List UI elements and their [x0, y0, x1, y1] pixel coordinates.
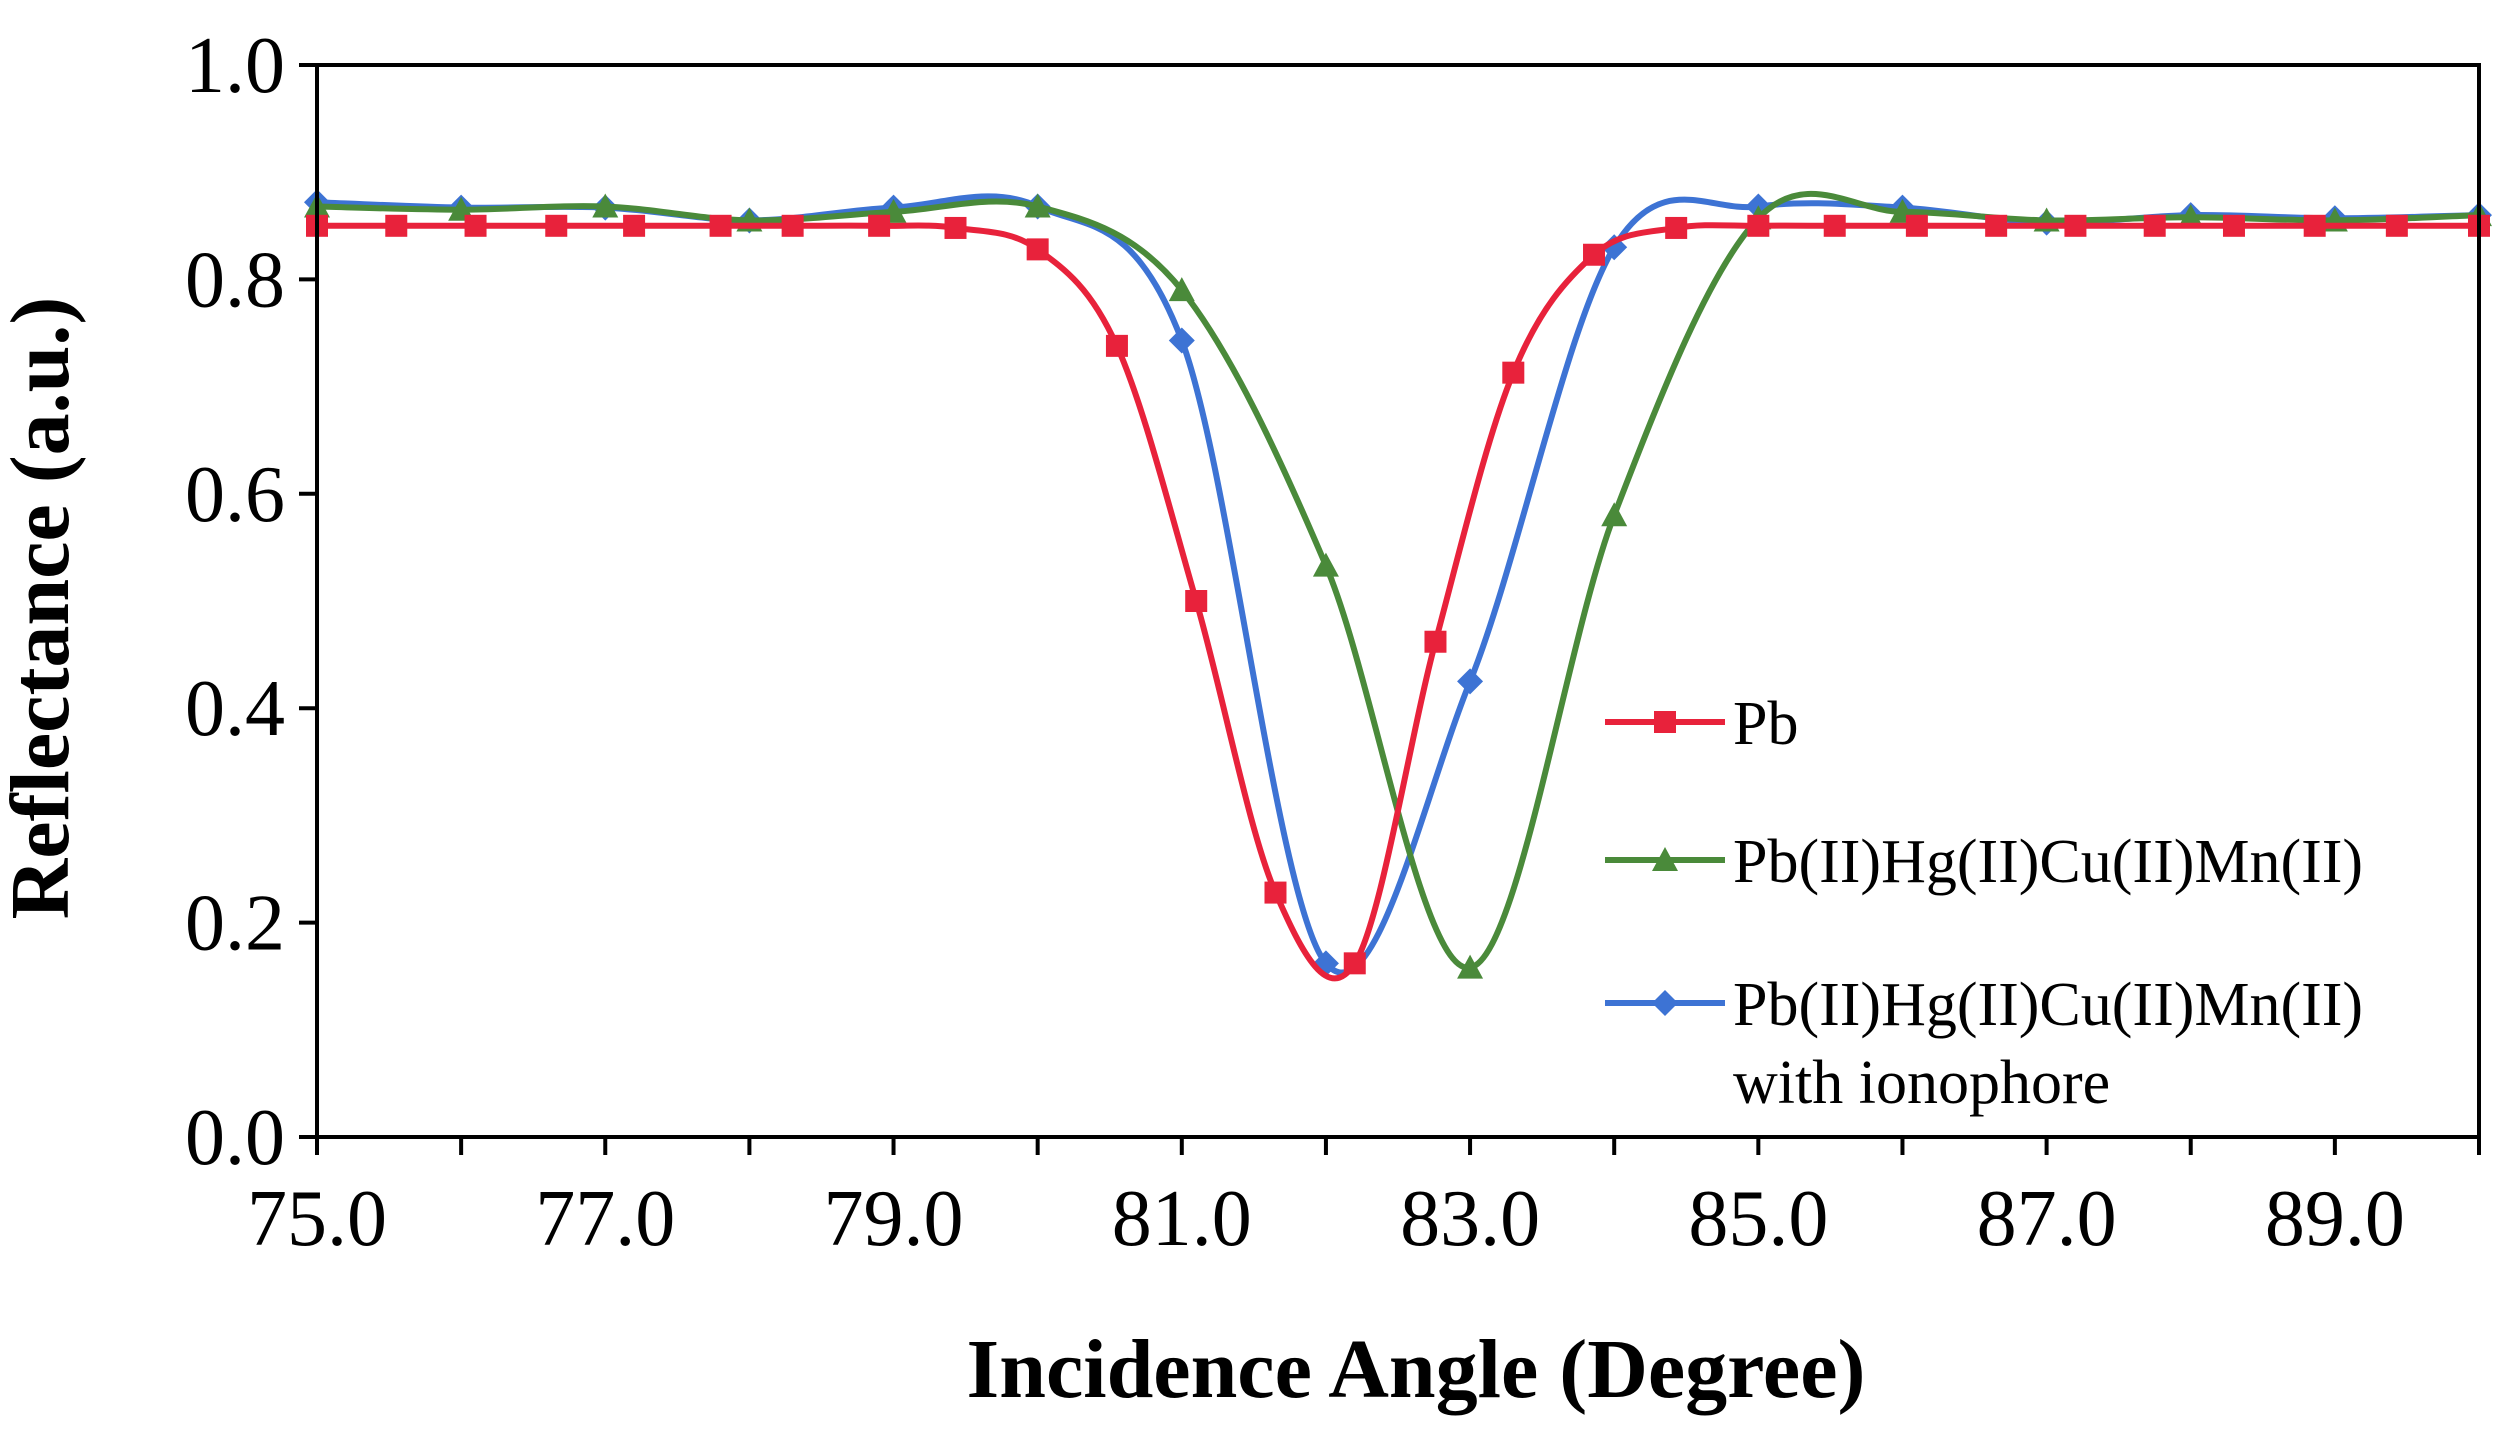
legend-swatch-marker [1652, 847, 1678, 872]
data-point [1026, 238, 1049, 261]
data-point [592, 193, 619, 218]
data-point [1502, 361, 1525, 384]
data-point [781, 214, 804, 237]
data-point [1457, 954, 1484, 979]
legend-label: Pb(II)Hg(II)Cu(II)Mn(II) [1733, 828, 2363, 896]
data-point [2177, 204, 2204, 229]
y-tick-label: 0.2 [185, 880, 285, 968]
legend-swatch-marker [1652, 990, 1678, 1016]
series-line [314, 190, 2482, 971]
data-point [1424, 630, 1447, 653]
legend-entry-2: Pb(II)Hg(II)Cu(II)Mn(II) [1605, 828, 2363, 896]
series-layer [304, 189, 2492, 982]
legend-label: Pb(II)Hg(II)Cu(II)Mn(II) [1733, 971, 2363, 1039]
data-point [709, 214, 732, 237]
data-point [2222, 214, 2245, 237]
data-point [448, 196, 475, 221]
data-point [2303, 214, 2326, 237]
x-tick-label: 81.0 [1112, 1175, 1252, 1263]
data-point [464, 214, 487, 237]
data-point [1168, 327, 1195, 354]
y-tick-label: 0.4 [185, 665, 285, 753]
x-tick-label: 85.0 [1688, 1175, 1828, 1263]
data-point [1185, 590, 1208, 612]
data-point [1024, 193, 1051, 218]
y-tick-label: 0.8 [185, 236, 285, 324]
data-point [1457, 668, 1484, 695]
y-tick-label: 0.0 [185, 1094, 285, 1182]
data-point [2385, 214, 2408, 237]
y-tick-label: 0.6 [185, 451, 285, 539]
legend-label: Pb [1733, 690, 1798, 758]
plot-area-frame [315, 63, 2481, 1139]
data-point [944, 216, 967, 239]
data-point [1905, 214, 1928, 237]
x-tick-label: 77.0 [535, 1175, 675, 1263]
data-point [1747, 214, 1770, 237]
x-tick-label: 79.0 [824, 1175, 964, 1263]
y-axis-title: Reflectance (a.u.) [0, 297, 87, 920]
data-point [385, 214, 408, 237]
data-point [2064, 214, 2087, 237]
data-point [868, 214, 891, 237]
data-point [1264, 881, 1287, 904]
legend-label: with ionophore [1733, 1049, 2110, 1117]
x-axis-title: Incidence Angle (Degree) [967, 1323, 1866, 1416]
x-tick-label: 87.0 [1977, 1175, 2117, 1263]
data-point [545, 214, 568, 237]
legend-entry-3: Pb(II)Hg(II)Cu(II)Mn(II) with ionophore [1605, 971, 2363, 1117]
data-point [1823, 214, 1846, 237]
data-point [1665, 216, 1688, 239]
axis-ticks [299, 63, 2481, 1155]
data-point [1168, 277, 1195, 302]
data-point [2143, 214, 2166, 237]
data-point [623, 214, 646, 237]
data-point [1601, 502, 1628, 527]
y-tick-label: 1.0 [185, 22, 285, 110]
x-tick-label: 83.0 [1400, 1175, 1540, 1263]
data-point [1583, 243, 1606, 266]
legend: PbPb(II)Hg(II)Cu(II)Mn(II)Pb(II)Hg(II)Cu… [1605, 690, 2363, 1117]
legend-entry-1: Pb [1605, 690, 1798, 758]
data-point [1985, 214, 2008, 237]
legend-swatch-marker [1654, 711, 1676, 733]
x-tick-label: 89.0 [2265, 1175, 2405, 1263]
data-point [1343, 952, 1366, 975]
data-point [1312, 552, 1339, 577]
data-point [1105, 334, 1128, 357]
x-tick-labels: 75.0 77.0 79.0 81.0 83.0 85.0 87.0 89.0 [247, 1175, 2405, 1263]
x-tick-label: 75.0 [247, 1175, 387, 1263]
y-tick-labels: 0.0 0.2 0.4 0.6 0.8 1.0 [185, 22, 285, 1182]
